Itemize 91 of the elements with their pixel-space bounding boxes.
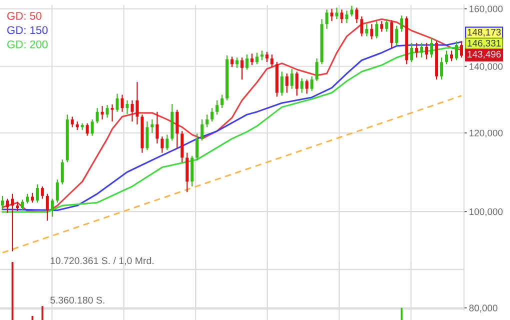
candlestick <box>450 50 454 62</box>
candlestick <box>46 193 49 222</box>
ref-line-label: 10.720.361 S. / 1,0 Mrd. <box>50 257 154 266</box>
candlestick <box>290 68 294 90</box>
candlestick <box>420 42 424 58</box>
candlestick <box>455 40 458 61</box>
candlestick <box>255 52 258 65</box>
candlestick <box>460 40 463 58</box>
candlestick <box>100 106 104 120</box>
candlestick <box>30 192 34 204</box>
y-tick-label: 120,000 <box>470 130 503 138</box>
candlestick <box>26 193 29 204</box>
candlestick <box>90 118 94 136</box>
candlestick <box>196 133 199 161</box>
candlestick <box>56 178 59 204</box>
candlestick <box>200 118 204 142</box>
candlestick <box>415 42 418 58</box>
candlestick <box>260 50 264 61</box>
candlestick <box>230 56 234 68</box>
candlestick <box>315 58 318 82</box>
candlestick <box>10 193 14 252</box>
candlestick <box>380 20 384 32</box>
candlestick <box>285 72 288 94</box>
candlestick <box>300 78 304 94</box>
candlestick <box>365 24 368 37</box>
candlestick <box>430 36 434 58</box>
candlestick <box>265 51 268 63</box>
candlestick <box>350 5 354 17</box>
text: 143,496 <box>468 50 501 59</box>
candlestick <box>70 116 74 128</box>
candlestick <box>20 199 24 211</box>
candlestick <box>60 159 64 185</box>
candlestick <box>126 100 129 114</box>
candlestick <box>110 104 114 122</box>
candlestick <box>395 25 398 46</box>
candlestick <box>186 152 189 193</box>
candlestick <box>295 71 298 96</box>
candlestick <box>335 7 338 20</box>
candlestick <box>360 16 364 37</box>
candlestick <box>370 24 374 40</box>
candlestick <box>330 8 334 22</box>
text: 146,331 <box>468 40 501 48</box>
candlestick <box>166 134 169 151</box>
text: GD: 150 <box>7 26 48 34</box>
candlestick <box>310 76 314 92</box>
candlestick <box>40 186 44 200</box>
candlestick <box>305 78 308 94</box>
candlestick <box>425 42 428 60</box>
candlestick <box>216 100 219 116</box>
candlestick <box>160 136 164 154</box>
y-tick-label: 80,000 <box>469 304 498 312</box>
text: GD: 200 <box>7 40 48 48</box>
candlestick <box>340 9 344 24</box>
candlestick <box>130 100 134 122</box>
y-tick-label: 160,000 <box>470 6 503 14</box>
candlestick <box>270 54 274 68</box>
candlestick <box>280 71 284 96</box>
candlestick <box>36 184 39 204</box>
candlestick <box>16 201 19 212</box>
candlestick <box>440 56 444 80</box>
text: 148,173 <box>468 28 501 37</box>
candlestick <box>86 122 89 136</box>
candlestick <box>146 120 149 151</box>
candlestick <box>190 155 194 187</box>
candlestick <box>355 7 358 24</box>
candlestick <box>156 111 159 144</box>
candlestick <box>385 18 388 32</box>
candlestick <box>375 20 378 39</box>
y-tick-label: 140,000 <box>470 63 503 72</box>
candlestick <box>400 15 404 32</box>
candlestick <box>1 195 4 210</box>
candlestick <box>390 20 394 49</box>
candlestick <box>176 109 179 149</box>
y-tick-label: 100,000 <box>470 208 503 216</box>
candlestick <box>210 108 214 122</box>
candlestick <box>106 104 109 118</box>
candlestick <box>6 198 9 214</box>
candlestick <box>410 42 414 63</box>
candlestick <box>245 54 248 70</box>
candlestick <box>325 9 328 30</box>
candlestick <box>250 53 254 66</box>
candlestick <box>206 114 209 128</box>
text: GD: 50 <box>7 12 42 20</box>
candlestick <box>136 82 139 125</box>
candlestick <box>120 94 124 112</box>
candlestick <box>96 108 99 124</box>
ref-line-label: 5.360.180 S. <box>50 296 104 304</box>
candlestick <box>445 50 448 65</box>
candlestick <box>50 198 54 218</box>
candlestick <box>220 94 224 109</box>
candlestick <box>240 56 244 80</box>
